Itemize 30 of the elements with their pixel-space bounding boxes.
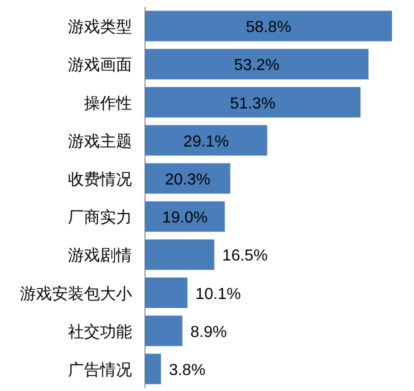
y-tick-label: 游戏主题 — [68, 131, 132, 150]
bar — [145, 239, 214, 270]
y-tick-label: 广告情况 — [68, 360, 132, 379]
y-tick-label: 游戏类型 — [68, 17, 132, 36]
bar — [145, 278, 188, 308]
bar — [145, 316, 182, 346]
y-tick-label: 社交功能 — [68, 322, 132, 341]
bar — [145, 201, 225, 232]
y-tick-label: 游戏安装包大小 — [20, 284, 132, 303]
y-tick-label: 游戏剧情 — [68, 246, 132, 265]
y-tick-label: 游戏画面 — [68, 55, 132, 74]
bar — [145, 48, 368, 80]
bar — [145, 10, 392, 42]
data-label: 29.1% — [183, 133, 229, 150]
y-tick-label: 收费情况 — [68, 169, 132, 188]
bar — [145, 87, 360, 118]
y-tick-label: 操作性 — [84, 93, 132, 112]
data-label: 10.1% — [195, 286, 241, 303]
data-label: 16.5% — [222, 248, 268, 265]
bar — [145, 163, 230, 194]
data-label: 53.2% — [234, 57, 280, 74]
bar — [145, 125, 268, 156]
data-label: 19.0% — [162, 210, 208, 227]
y-tick-label: 厂商实力 — [68, 208, 132, 227]
data-label: 58.8% — [246, 19, 292, 36]
bar — [145, 354, 161, 384]
data-label: 8.9% — [190, 324, 227, 341]
data-label: 20.3% — [164, 171, 210, 188]
data-label: 51.3% — [230, 95, 276, 112]
data-label: 3.8% — [168, 362, 206, 379]
